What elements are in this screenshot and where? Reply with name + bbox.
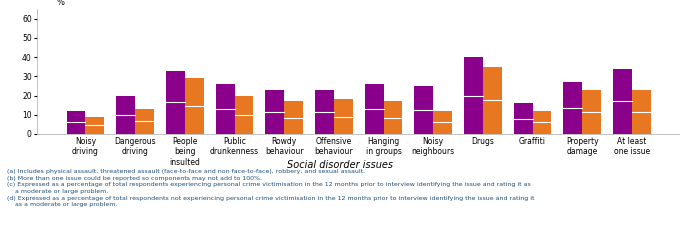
Bar bbox=[384, 101, 403, 134]
Bar bbox=[464, 57, 483, 134]
Bar bbox=[235, 96, 254, 134]
Bar bbox=[67, 111, 86, 134]
Bar bbox=[185, 78, 204, 134]
Bar bbox=[613, 69, 632, 134]
Bar bbox=[116, 96, 135, 134]
Bar bbox=[563, 82, 582, 134]
Bar bbox=[265, 90, 284, 134]
Bar bbox=[483, 67, 502, 134]
Bar bbox=[216, 84, 235, 134]
Bar bbox=[166, 71, 185, 134]
Bar bbox=[582, 90, 601, 134]
Text: (a) Includes physical assault, threatened assault (face-to-face and non face-to-: (a) Includes physical assault, threatene… bbox=[7, 169, 534, 207]
Bar bbox=[135, 109, 154, 134]
Bar bbox=[86, 117, 104, 134]
Text: Social disorder issues: Social disorder issues bbox=[287, 160, 393, 170]
Bar bbox=[364, 84, 384, 134]
Bar bbox=[532, 111, 551, 134]
Bar bbox=[334, 99, 353, 134]
Bar bbox=[414, 86, 433, 134]
Text: %: % bbox=[56, 0, 65, 7]
Bar bbox=[284, 101, 303, 134]
Bar bbox=[513, 103, 532, 134]
Bar bbox=[433, 111, 452, 134]
Bar bbox=[632, 90, 651, 134]
Bar bbox=[315, 90, 334, 134]
